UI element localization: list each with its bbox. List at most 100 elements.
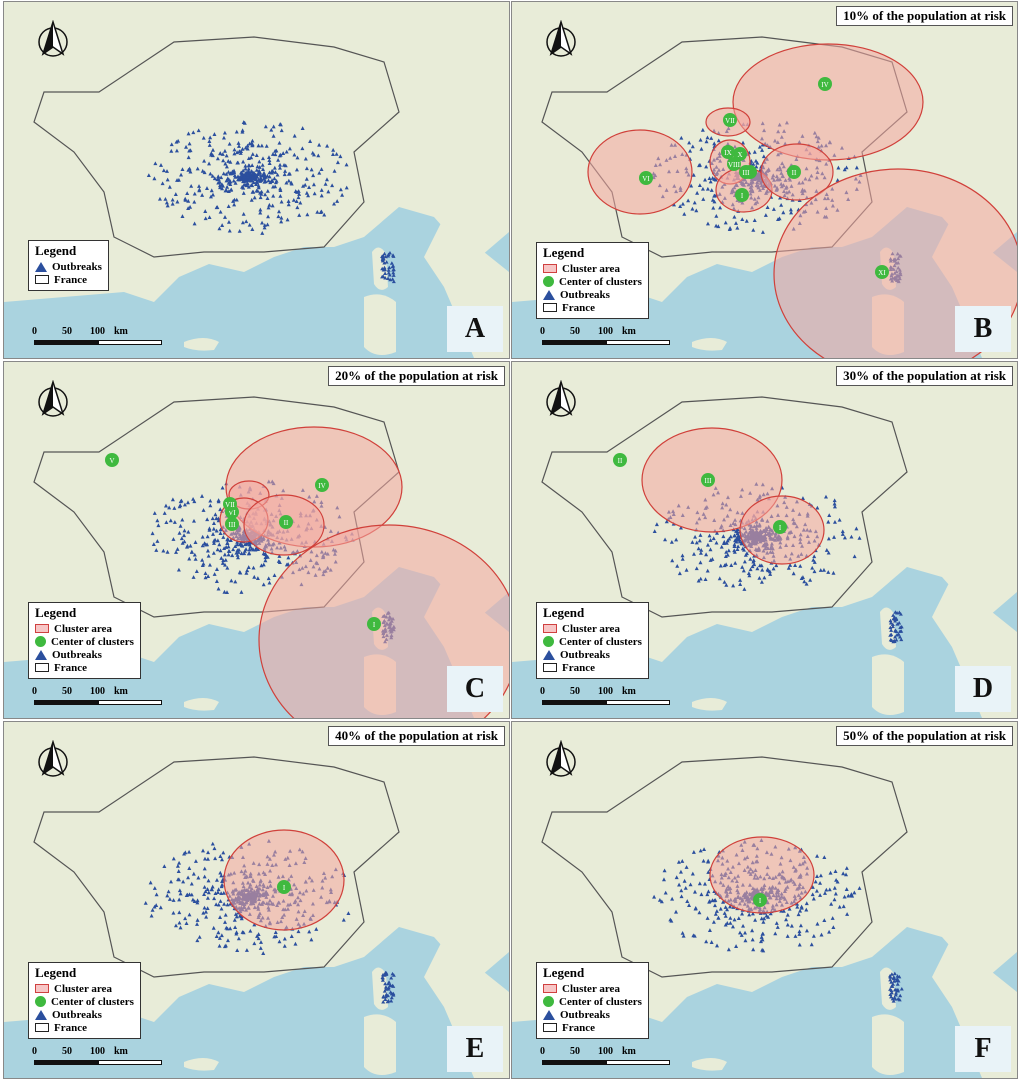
legend-label: Outbreaks: [560, 648, 610, 661]
cluster-center: IV: [818, 77, 832, 91]
legend: Legend Cluster area Center of clusters Outb…: [28, 962, 141, 1039]
cluster-center: I: [367, 617, 381, 631]
scale-label: 0: [540, 326, 545, 337]
scale-label: 50: [570, 326, 580, 337]
legend: Legend Cluster area Center of clusters Outb…: [536, 602, 649, 679]
cluster-center: I: [735, 188, 749, 202]
map-panel-e: I 40% of the population at risk Legend Clus…: [3, 721, 510, 1079]
legend-label: Outbreaks: [560, 1008, 610, 1021]
cluster-label: IV: [821, 81, 828, 89]
legend-item: France: [543, 301, 642, 314]
legend-label: Outbreaks: [52, 648, 102, 661]
cluster-label: I: [283, 884, 286, 892]
legend-label: Cluster area: [54, 622, 112, 635]
north-arrow-icon: [546, 740, 576, 777]
panel-title: 20% of the population at risk: [328, 366, 505, 386]
sardinia: [872, 654, 904, 716]
legend-item: Cluster area: [543, 982, 642, 995]
cluster-label: VII: [225, 501, 235, 509]
cluster-center: I: [277, 880, 291, 894]
legend-label: France: [54, 273, 87, 286]
cluster-center: VII: [223, 497, 237, 511]
scale-label: 100: [90, 326, 105, 337]
legend-item: Outbreaks: [543, 1008, 642, 1021]
scale-unit: km: [114, 1046, 128, 1057]
legend-item: Center of clusters: [35, 635, 134, 648]
scale-label: 50: [570, 1046, 580, 1057]
scale-label: 0: [540, 686, 545, 697]
scale-bar: 0 50 100 km: [540, 1046, 672, 1070]
cluster-label: VI: [642, 175, 650, 183]
legend-item: Cluster area: [543, 262, 642, 275]
legend-symbol-icon: [35, 996, 46, 1007]
cluster-area: [587, 129, 693, 215]
cluster-label: I: [373, 621, 376, 629]
scale-label: 50: [62, 326, 72, 337]
legend-symbol-icon: [35, 1009, 47, 1020]
map-panel-b: IVVIVIIXIXVIIIVIIIIIIXI10% of the popula…: [511, 1, 1018, 359]
cluster-label: II: [792, 169, 797, 177]
scale-label: 0: [540, 1046, 545, 1057]
legend-item: Outbreaks: [35, 260, 102, 273]
sardinia: [364, 1014, 396, 1076]
legend-title: Legend: [543, 605, 585, 620]
legend-title: Legend: [543, 965, 585, 980]
scale-bar: 0 50 100 km: [32, 686, 164, 710]
legend-symbol-icon: [543, 1009, 555, 1020]
legend-item: Outbreaks: [543, 648, 642, 661]
legend-title: Legend: [35, 243, 77, 258]
legend-symbol-icon: [543, 649, 555, 660]
cluster-label: I: [779, 524, 782, 532]
legend-label: France: [54, 661, 87, 674]
scale-unit: km: [622, 326, 636, 337]
legend: Legend Cluster area Center of clusters Outb…: [28, 602, 141, 679]
north-arrow-icon: [38, 380, 68, 417]
cluster-label: XI: [878, 269, 886, 277]
legend-title: Legend: [35, 605, 77, 620]
legend-symbol-icon: [543, 624, 557, 633]
cluster-label: II: [284, 519, 289, 527]
legend-label: France: [54, 1021, 87, 1034]
france-border: [541, 756, 908, 978]
north-arrow-icon: [546, 380, 576, 417]
north-arrow-icon: [38, 740, 68, 777]
basemap: I: [512, 722, 1017, 1078]
legend-label: Cluster area: [562, 622, 620, 635]
outbreak-points: [146, 120, 396, 284]
legend-title: Legend: [543, 245, 585, 260]
panel-title: 50% of the population at risk: [836, 726, 1013, 746]
legend-symbol-icon: [543, 1023, 557, 1032]
cluster-center: VII: [723, 113, 737, 127]
legend-item: France: [35, 661, 134, 674]
panel-letter: C: [447, 666, 503, 712]
legend-item: Center of clusters: [543, 275, 642, 288]
legend-label: France: [562, 1021, 595, 1034]
legend-item: France: [35, 1021, 134, 1034]
legend-symbol-icon: [543, 663, 557, 672]
cluster-label: IV: [318, 482, 325, 490]
panel-title: 10% of the population at risk: [836, 6, 1013, 26]
legend-symbol-icon: [543, 636, 554, 647]
legend-label: France: [562, 661, 595, 674]
legend-label: Outbreaks: [52, 1008, 102, 1021]
legend: Legend Cluster area Center of clusters Outb…: [536, 242, 649, 319]
cluster-center: III: [225, 517, 239, 531]
panel-letter: D: [955, 666, 1011, 712]
scale-unit: km: [622, 686, 636, 697]
cluster-area: [258, 524, 509, 718]
cluster-center: III: [739, 165, 753, 179]
cluster-label: X: [737, 151, 742, 159]
legend-symbol-icon: [35, 261, 47, 272]
scale-bar: 0 50 100 km: [540, 686, 672, 710]
legend-item: Cluster area: [543, 622, 642, 635]
map-panel-c: IV V VI VII III II I 20% of the population at r…: [3, 361, 510, 719]
legend-symbol-icon: [543, 984, 557, 993]
scale-label: 100: [598, 1046, 613, 1057]
legend-label: Cluster area: [54, 982, 112, 995]
legend-item: France: [543, 1021, 642, 1034]
legend-label: Center of clusters: [51, 635, 134, 648]
scale-label: 100: [598, 326, 613, 337]
legend-label: Outbreaks: [560, 288, 610, 301]
cluster-center: II: [787, 165, 801, 179]
